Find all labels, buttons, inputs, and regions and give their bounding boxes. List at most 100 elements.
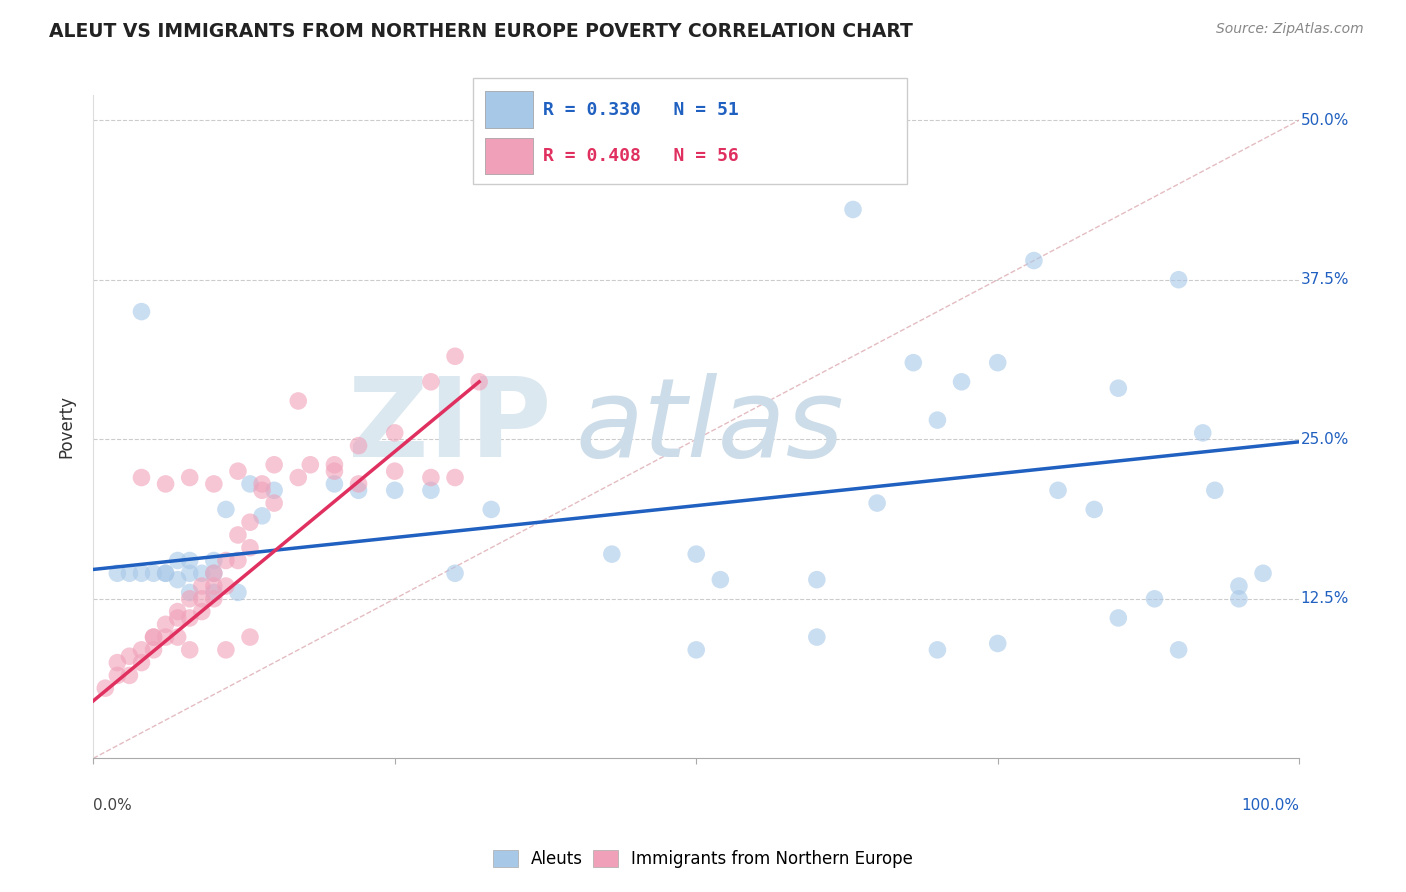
Point (263, 458, 285, 472)
Point (202, 585, 225, 599)
Point (323, 477, 346, 491)
Point (1107, 611, 1129, 625)
Point (444, 470, 467, 484)
Point (806, 573, 828, 587)
Point (202, 566, 225, 581)
Point (299, 458, 322, 472)
Text: R = 0.330   N = 51: R = 0.330 N = 51 (543, 101, 738, 119)
Point (131, 470, 153, 484)
FancyBboxPatch shape (485, 91, 533, 128)
Point (155, 566, 177, 581)
Y-axis label: Poverty: Poverty (58, 395, 75, 458)
Point (927, 413, 949, 427)
Point (179, 553, 201, 567)
Point (131, 643, 153, 657)
Point (444, 349, 467, 363)
Point (806, 630, 828, 644)
Point (842, 202, 865, 217)
Point (709, 573, 731, 587)
Point (155, 617, 177, 632)
Text: 25.0%: 25.0% (1301, 432, 1348, 447)
Point (202, 591, 225, 606)
Text: 12.5%: 12.5% (1301, 591, 1348, 607)
Point (142, 630, 165, 644)
Point (1227, 591, 1250, 606)
Point (155, 630, 177, 644)
Point (468, 375, 491, 389)
Point (118, 649, 141, 664)
Point (166, 553, 188, 567)
Point (384, 425, 406, 440)
Point (191, 605, 214, 619)
Point (202, 579, 225, 593)
Point (1204, 483, 1226, 498)
Point (987, 356, 1010, 370)
Point (226, 464, 249, 478)
Point (118, 668, 141, 682)
Point (1167, 643, 1189, 657)
Point (155, 566, 177, 581)
Point (215, 579, 238, 593)
Point (419, 483, 441, 498)
Point (239, 477, 262, 491)
Point (179, 611, 201, 625)
Point (179, 566, 201, 581)
Point (191, 566, 214, 581)
Point (685, 643, 707, 657)
Point (600, 547, 623, 561)
Text: 100.0%: 100.0% (1241, 798, 1299, 814)
Point (1251, 566, 1274, 581)
Point (226, 528, 249, 542)
Point (131, 566, 153, 581)
Point (1167, 273, 1189, 287)
Point (166, 611, 188, 625)
Point (384, 483, 406, 498)
Text: atlas: atlas (575, 373, 844, 480)
Point (105, 656, 128, 670)
Point (179, 643, 201, 657)
Point (142, 566, 165, 581)
Point (191, 591, 214, 606)
Point (950, 375, 973, 389)
Point (1107, 381, 1129, 395)
Point (263, 483, 285, 498)
Point (927, 643, 949, 657)
FancyBboxPatch shape (485, 137, 533, 174)
Point (1227, 579, 1250, 593)
Point (179, 591, 201, 606)
FancyBboxPatch shape (485, 137, 533, 174)
Point (384, 464, 406, 478)
Point (166, 573, 188, 587)
Text: R = 0.408   N = 56: R = 0.408 N = 56 (543, 147, 738, 165)
Point (142, 630, 165, 644)
Point (287, 393, 309, 408)
Point (202, 477, 225, 491)
Point (215, 553, 238, 567)
Text: 0.0%: 0.0% (93, 798, 132, 814)
Point (866, 496, 889, 510)
Point (142, 643, 165, 657)
Text: ALEUT VS IMMIGRANTS FROM NORTHERN EUROPE POVERTY CORRELATION CHART: ALEUT VS IMMIGRANTS FROM NORTHERN EUROPE… (49, 22, 912, 41)
Point (202, 553, 225, 567)
Point (347, 477, 370, 491)
Point (1143, 591, 1166, 606)
FancyBboxPatch shape (474, 78, 907, 185)
Point (166, 630, 188, 644)
Point (987, 636, 1010, 650)
Point (323, 464, 346, 478)
Point (903, 356, 925, 370)
Text: ZIP: ZIP (349, 373, 551, 480)
Point (166, 605, 188, 619)
Point (1022, 253, 1045, 268)
FancyBboxPatch shape (485, 91, 533, 128)
Point (323, 458, 346, 472)
Point (226, 553, 249, 567)
Point (1191, 425, 1213, 440)
Point (1047, 483, 1070, 498)
Point (155, 477, 177, 491)
Point (250, 477, 273, 491)
Point (118, 566, 141, 581)
Point (347, 439, 370, 453)
Point (419, 375, 441, 389)
Point (179, 470, 201, 484)
